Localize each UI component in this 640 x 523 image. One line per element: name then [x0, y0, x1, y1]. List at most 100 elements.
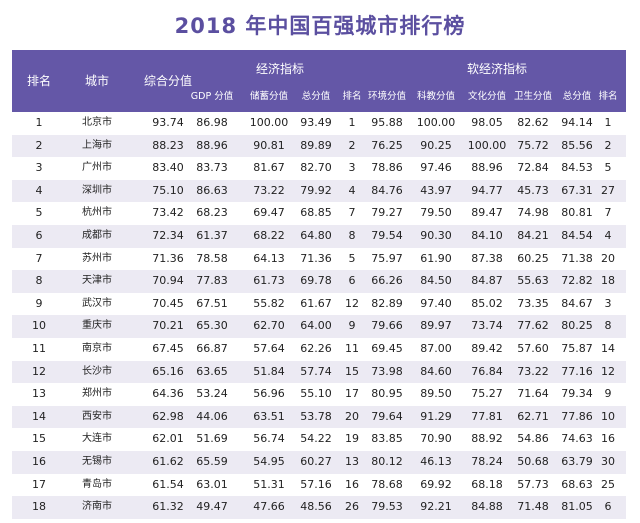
cell-gdp: 83.73 — [196, 161, 228, 175]
cell-soft-total: 84.54 — [561, 228, 593, 242]
cell-health: 72.84 — [517, 161, 549, 175]
cell-savings: 51.31 — [253, 477, 285, 491]
cell-econ-rank: 7 — [348, 206, 356, 220]
cell-health: 60.25 — [517, 251, 549, 265]
cell-econ-total: 60.27 — [300, 454, 332, 468]
cell-savings: 51.84 — [253, 364, 285, 378]
cell-city: 苏州市 — [82, 252, 112, 264]
cell-savings: 47.66 — [253, 500, 285, 514]
cell-rank: 15 — [32, 432, 46, 446]
cell-total: 65.16 — [152, 364, 184, 378]
cell-savings: 54.95 — [253, 454, 285, 468]
cell-gdp: 65.30 — [196, 319, 228, 333]
cell-culture: 76.84 — [471, 364, 503, 378]
cell-culture: 78.24 — [471, 454, 503, 468]
cell-gdp: 78.58 — [196, 251, 228, 265]
table-row: 5 杭州市 73.42 68.23 69.47 68.85 7 79.27 79.50 89.47… — [12, 202, 626, 225]
cell-health: 57.73 — [517, 477, 549, 491]
cell-soft-total: 77.86 — [561, 409, 593, 423]
cell-gdp: 88.96 — [196, 138, 228, 152]
cell-environment: 79.66 — [371, 319, 403, 333]
cell-city: 青岛市 — [82, 478, 112, 490]
cell-health: 71.48 — [517, 500, 549, 514]
cell-education: 97.40 — [420, 296, 452, 310]
cell-city: 杭州市 — [82, 207, 112, 219]
cell-health: 84.21 — [517, 228, 549, 242]
cell-city: 上海市 — [82, 139, 112, 151]
cell-gdp: 51.69 — [196, 432, 228, 446]
cell-econ-total: 89.89 — [300, 138, 332, 152]
cell-health: 55.63 — [517, 274, 549, 288]
cell-total: 62.98 — [152, 409, 184, 423]
cell-econ-total: 62.26 — [300, 341, 332, 355]
cell-rank: 10 — [32, 319, 46, 333]
cell-soft-rank: 6 — [604, 500, 612, 514]
cell-econ-rank: 12 — [345, 296, 359, 310]
cell-econ-rank: 13 — [345, 454, 359, 468]
cell-econ-rank: 15 — [345, 364, 359, 378]
cell-gdp: 63.65 — [196, 364, 228, 378]
cell-education: 91.29 — [420, 409, 452, 423]
cell-health: 73.22 — [517, 364, 549, 378]
cell-education: 90.25 — [420, 138, 452, 152]
page-title: 2018 年中国百强城市排行榜 — [174, 14, 466, 38]
cell-health: 77.62 — [517, 319, 549, 333]
header-soft-rank: 排名 — [598, 91, 618, 102]
table-row: 4 深圳市 75.10 86.63 73.22 79.92 4 84.76 43.97 94.77… — [12, 179, 626, 203]
cell-savings: 61.73 — [253, 274, 285, 288]
cell-gdp: 66.87 — [196, 341, 228, 355]
cell-econ-rank: 11 — [345, 341, 359, 355]
cell-soft-rank: 2 — [604, 138, 612, 152]
cell-total: 73.42 — [152, 206, 184, 220]
cell-gdp: 77.83 — [196, 274, 228, 288]
cell-savings: 55.82 — [253, 296, 285, 310]
cell-econ-total: 69.78 — [300, 274, 332, 288]
cell-gdp: 63.01 — [196, 477, 228, 491]
cell-environment: 75.97 — [371, 251, 403, 265]
table-row: 12 长沙市 65.16 63.65 51.84 57.74 15 73.98 84.60 76.… — [12, 360, 626, 384]
cell-education: 43.97 — [420, 183, 452, 197]
cell-culture: 89.47 — [471, 206, 503, 220]
cell-econ-rank: 4 — [348, 183, 356, 197]
cell-environment: 80.95 — [371, 387, 403, 401]
cell-soft-rank: 5 — [604, 161, 612, 175]
cell-rank: 17 — [32, 477, 46, 491]
cell-health: 82.62 — [517, 116, 549, 129]
cell-culture: 84.87 — [471, 274, 503, 288]
table-row: 15 大连市 62.01 51.69 56.74 54.22 19 83.85 70.90 88.… — [12, 428, 626, 451]
cell-health: 74.98 — [517, 206, 549, 220]
cell-culture: 68.18 — [471, 477, 503, 491]
cell-rank: 13 — [32, 387, 46, 401]
cell-rank: 14 — [32, 409, 46, 423]
cell-education: 69.92 — [420, 477, 452, 491]
cell-culture: 88.96 — [471, 161, 503, 175]
cell-savings: 73.22 — [253, 183, 285, 197]
cell-culture: 94.77 — [471, 183, 503, 197]
cell-econ-rank: 5 — [348, 251, 356, 265]
cell-education: 87.00 — [420, 341, 452, 355]
cell-total: 62.01 — [152, 432, 184, 446]
cell-econ-total: 57.74 — [300, 364, 332, 378]
header-econ-rank: 排名 — [342, 91, 362, 102]
cell-environment: 83.85 — [371, 432, 403, 446]
cell-soft-rank: 7 — [604, 206, 612, 220]
cell-education: 97.46 — [420, 161, 452, 175]
cell-soft-total: 84.67 — [561, 296, 593, 310]
cell-education: 46.13 — [420, 454, 452, 468]
cell-culture: 100.00 — [467, 138, 507, 152]
cell-total: 61.32 — [152, 500, 184, 514]
cell-soft-rank: 16 — [601, 432, 615, 446]
cell-econ-total: 55.10 — [300, 387, 332, 401]
header-soft-group: 软经济指标 — [466, 62, 527, 76]
cell-rank: 11 — [32, 341, 46, 355]
table-row: 2 上海市 88.23 88.96 90.81 89.89 2 76.25 90.25 100.0… — [12, 134, 626, 158]
cell-soft-rank: 30 — [601, 454, 615, 468]
table-row: 6 成都市 72.34 61.37 68.22 64.80 8 79.54 90.30 84.10… — [12, 224, 626, 248]
cell-soft-total: 71.38 — [561, 251, 593, 265]
cell-gdp: 44.06 — [196, 409, 228, 423]
cell-savings: 90.81 — [253, 138, 285, 152]
cell-total: 70.45 — [152, 296, 184, 310]
cell-health: 54.86 — [517, 432, 549, 446]
header-total: 综合分值 — [143, 74, 192, 88]
cell-econ-total: 54.22 — [300, 432, 332, 446]
